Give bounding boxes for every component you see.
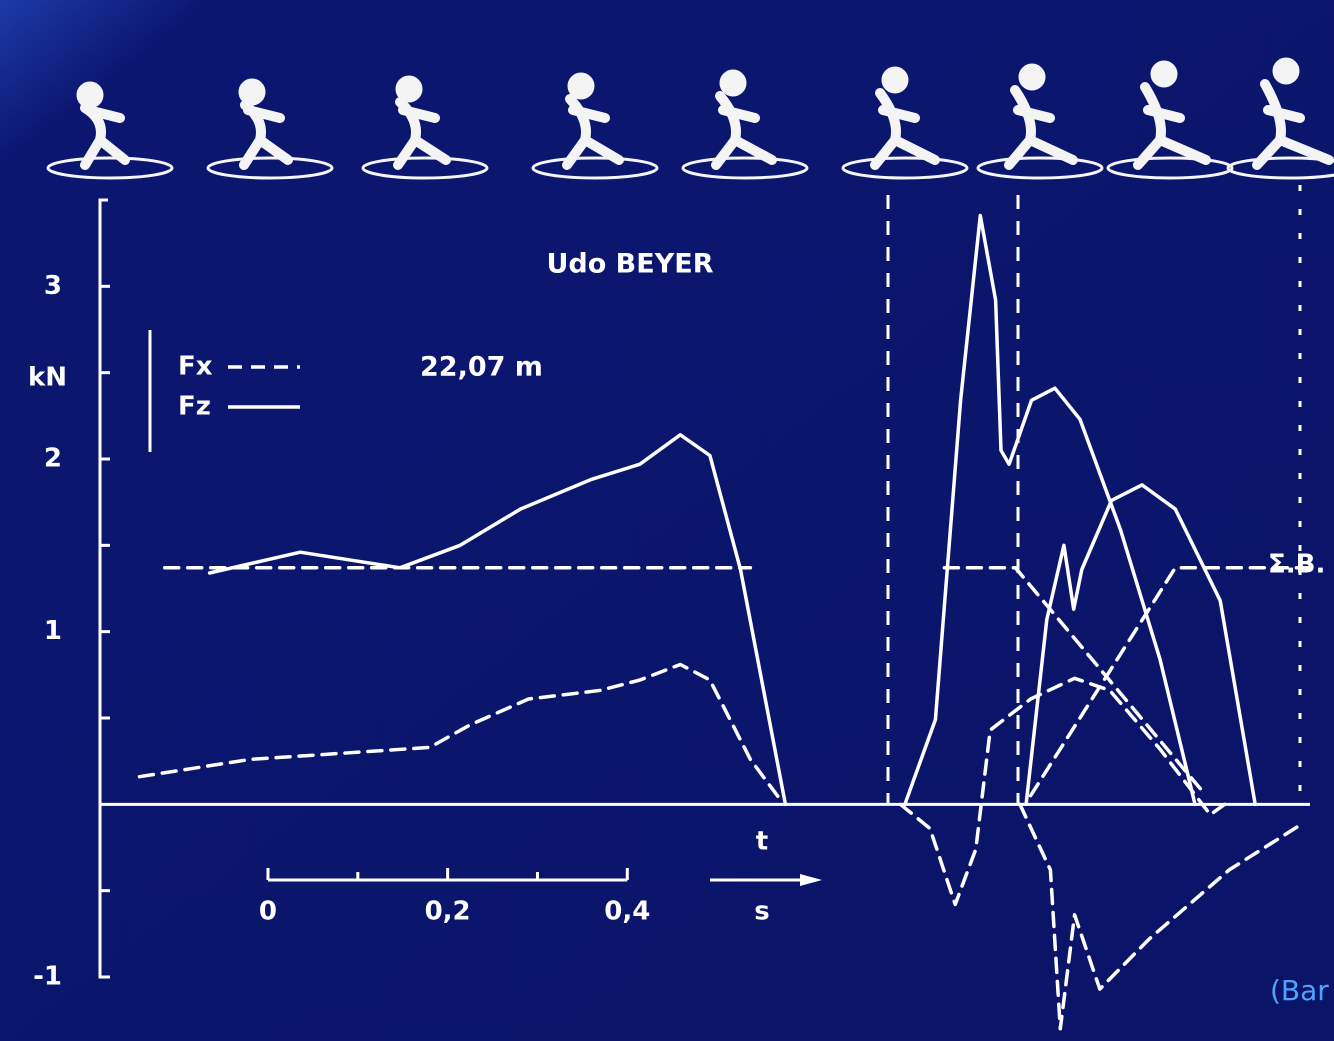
y-axis-label: kN (28, 363, 67, 393)
legend-label: Fx (178, 352, 213, 382)
reference-label: Σ.B. (1268, 550, 1325, 580)
head (1273, 58, 1299, 84)
head (77, 82, 103, 108)
page: {"chart_data": {"type": "line", "title":… (0, 0, 1334, 1041)
head (1019, 64, 1045, 90)
time-axis-label: t (756, 827, 768, 857)
head (1151, 61, 1177, 87)
y-tick-label: 2 (44, 444, 62, 474)
scale-tick-label: 0 (259, 897, 277, 927)
legend-label: Fz (178, 392, 211, 422)
subtitle: 22,07 m (420, 352, 543, 383)
y-tick-label: -1 (33, 962, 62, 992)
y-tick-label: 1 (44, 616, 62, 646)
head (720, 70, 746, 96)
scale-tick-label: 0,4 (604, 897, 650, 927)
chart: Udo BEYER 22,07 m kN Σ.B. (Bar Fx Fz -1 1 2… (0, 0, 1334, 1041)
background (0, 0, 1334, 1041)
chart-title: Udo BEYER (546, 249, 713, 280)
y-tick-label: 3 (44, 271, 62, 301)
head (882, 67, 908, 93)
scale-tick-label: 0,2 (425, 897, 471, 927)
source: (Bar (1270, 974, 1329, 1007)
time-unit: s (754, 897, 769, 927)
